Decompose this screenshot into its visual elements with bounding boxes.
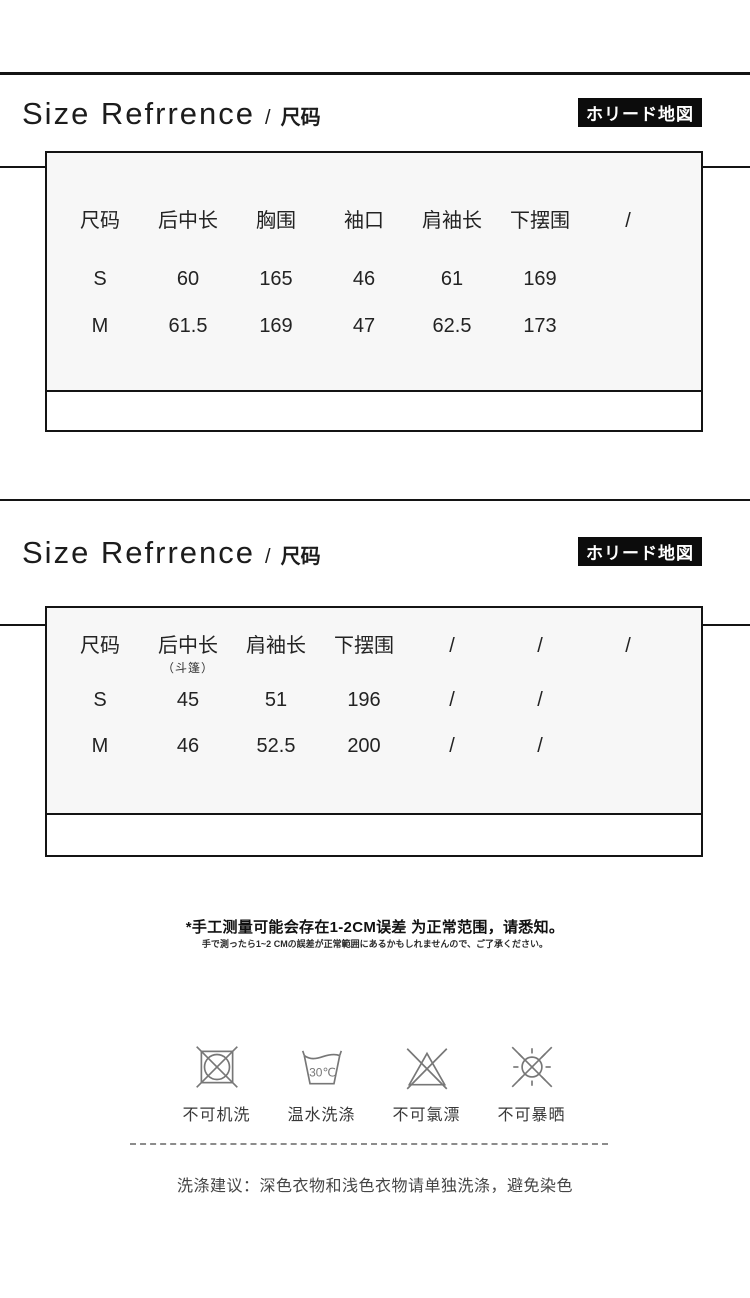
care-icons-row: 不可机洗 30℃ 温水洗涤 不: [164, 1042, 584, 1125]
section2-top-rule: [0, 499, 750, 501]
header-subnote: [584, 661, 672, 675]
care-label: 不可氯漂: [392, 1107, 461, 1124]
table-row-m: M 61.5 169 47 62.5 173: [56, 312, 672, 340]
size-table-1-body: 尺码 后中长 胸围 袖口 肩袖长 下摆围 / S 60 165 46 61 16…: [47, 153, 701, 392]
cell: /: [537, 689, 543, 711]
care-label: 不可暴晒: [497, 1107, 566, 1124]
cell: 61.5: [168, 315, 208, 337]
cell: M: [91, 315, 109, 337]
header-subnote: [232, 661, 320, 675]
header-cell: 下摆围: [510, 210, 570, 232]
header-cell: 下摆围: [334, 635, 394, 657]
cell: 46: [176, 735, 200, 757]
measurement-note-jp: 手で測ったら1~2 CMの誤差が正常範囲にあるかもしれませんので、ご了承ください…: [201, 939, 549, 949]
header-cell: 胸围: [256, 210, 296, 232]
header-cell: 后中长: [158, 635, 218, 657]
header-subnote: [56, 661, 144, 675]
table-header-row: 尺码 后中长 胸围 袖口 肩袖长 下摆围 /: [56, 207, 672, 235]
cell: 60: [176, 268, 200, 290]
size-table-2: 尺码 后中长 肩袖长 下摆围 / / / （斗篷） S 45 51: [45, 606, 703, 857]
size-table-2-body: 尺码 后中长 肩袖长 下摆围 / / / （斗篷） S 45 51: [47, 608, 701, 815]
cell: /: [449, 689, 455, 711]
cell: S: [93, 268, 107, 290]
section1-title-divider: /: [265, 107, 271, 129]
care-label: 不可机洗: [182, 1107, 251, 1124]
header-cell: 袖口: [344, 210, 384, 232]
section1-title: Size Refrrence / 尺码: [22, 96, 321, 132]
cell: 169: [523, 268, 557, 290]
table-header-subnote-row: （斗篷）: [56, 661, 672, 675]
header-cell: /: [625, 635, 631, 657]
section1-title-en: Size Refrrence: [22, 96, 256, 131]
section2-title-cn: 尺码: [280, 546, 321, 568]
cell: [584, 312, 672, 340]
measurement-note-cn: *手工测量可能会存在1-2CM误差 为正常范围，请悉知。: [185, 919, 565, 936]
cell: 62.5: [432, 315, 472, 337]
table-row-s: S 45 51 196 / /: [56, 686, 672, 714]
section1-top-rule: [0, 72, 750, 75]
brand-badge: ホリード地図: [578, 537, 702, 566]
wash-temperature-label: 30℃: [309, 1065, 336, 1079]
warm-water-wash-icon: 30℃: [297, 1042, 347, 1092]
cell: /: [537, 735, 543, 757]
table-row-m: M 46 52.5 200 / /: [56, 732, 672, 760]
cell: 165: [259, 268, 293, 290]
cell: [584, 686, 672, 714]
cell: 173: [523, 315, 557, 337]
header-cell: 肩袖长: [422, 210, 482, 232]
cell: 46: [352, 268, 376, 290]
cell: 52.5: [256, 735, 296, 757]
cell: S: [93, 689, 107, 711]
table-row-s: S 60 165 46 61 169: [56, 265, 672, 293]
section2-title-en: Size Refrrence: [22, 535, 256, 570]
care-label: 温水洗涤: [287, 1107, 356, 1124]
section2-title-divider: /: [265, 546, 271, 568]
cell: 51: [264, 689, 288, 711]
cell: 61: [440, 268, 464, 290]
cell: /: [449, 735, 455, 757]
header-cell: /: [625, 210, 631, 232]
header-cell: 肩袖长: [246, 635, 306, 657]
cell: 47: [352, 315, 376, 337]
cell: M: [91, 735, 109, 757]
no-sun-exposure-icon: [507, 1042, 557, 1092]
cell: [584, 732, 672, 760]
table-header-row: 尺码 后中长 肩袖长 下摆围 / / /: [56, 632, 672, 660]
header-cell: /: [449, 635, 455, 657]
cell: 196: [347, 689, 381, 711]
no-chlorine-bleach-icon: [402, 1042, 452, 1092]
care-item-no-chlorine-bleach: 不可氯漂: [374, 1042, 479, 1125]
cell: 169: [259, 315, 293, 337]
no-machine-wash-icon: [192, 1042, 242, 1092]
cell: 200: [347, 735, 381, 757]
header-subnote: [408, 661, 496, 675]
brand-badge: ホリード地図: [578, 98, 702, 127]
header-cell: 尺码: [80, 635, 120, 657]
header-subnote: [320, 661, 408, 675]
header-subnote: （斗篷）: [161, 661, 214, 675]
wash-advice-text: 洗涤建议：深色衣物和浅色衣物请单独洗涤，避免染色: [176, 1178, 573, 1195]
header-cell: /: [537, 635, 543, 657]
cell: 45: [176, 689, 200, 711]
size-table-1: 尺码 后中长 胸围 袖口 肩袖长 下摆围 / S 60 165 46 61 16…: [45, 151, 703, 432]
header-cell: 后中长: [158, 210, 218, 232]
header-subnote: [496, 661, 584, 675]
care-item-no-sun-exposure: 不可暴晒: [479, 1042, 584, 1125]
care-item-no-machine-wash: 不可机洗: [164, 1042, 269, 1125]
section1-title-cn: 尺码: [280, 107, 321, 129]
cell: [584, 265, 672, 293]
care-item-warm-water-wash: 30℃ 温水洗涤: [269, 1042, 374, 1125]
section2-title: Size Refrrence / 尺码: [22, 535, 321, 571]
dashed-divider: [130, 1143, 608, 1145]
header-cell: 尺码: [80, 210, 120, 232]
